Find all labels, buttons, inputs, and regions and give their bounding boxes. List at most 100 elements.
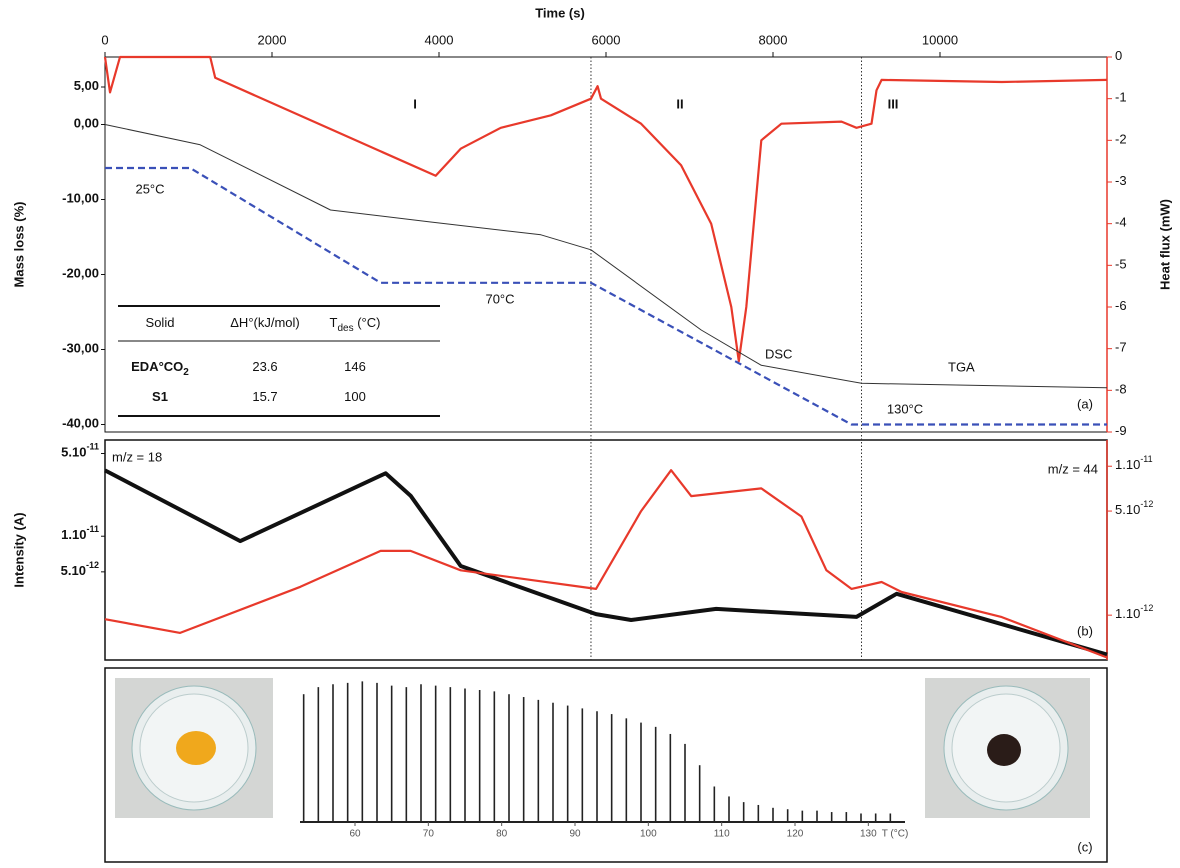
- y2-tick-label: -6: [1115, 298, 1127, 313]
- y2-tick-label-text: 1.10: [1115, 607, 1140, 622]
- y-tick-label-exponent: -11: [86, 525, 99, 535]
- table-cell-text: ΔH°(kJ/mol): [230, 315, 300, 330]
- table-cell-text: 23.6: [252, 359, 277, 374]
- x-axis-title: Time (s): [535, 5, 585, 20]
- y-axis-title: Intensity (A): [11, 512, 26, 587]
- annotation: III: [888, 96, 899, 111]
- y-tick-label-text: 5,00: [74, 78, 99, 93]
- table-cell: ΔH°(kJ/mol): [230, 315, 300, 330]
- dish-yellow: [115, 678, 273, 818]
- y-tick-label-exponent: -11: [86, 442, 99, 452]
- table-cell: EDA°CO2: [131, 359, 189, 377]
- dish-dark: [925, 678, 1090, 818]
- y2-tick-label: -9: [1115, 423, 1127, 438]
- y2-tick-label-text: -5: [1115, 257, 1127, 272]
- table-cell: 100: [344, 389, 366, 404]
- y2-tick-label: 1.10-11: [1115, 455, 1153, 473]
- y-tick-label: 5.10-11: [61, 442, 99, 460]
- y2-tick-label: 0: [1115, 48, 1122, 63]
- x-tick-label: 10000: [922, 32, 958, 47]
- table-cell-text: (°C): [354, 315, 381, 330]
- y-axis-title: Mass loss (%): [11, 202, 26, 288]
- table-cell: 23.6: [252, 359, 277, 374]
- y2-tick-label: 5.10-12: [1115, 499, 1153, 517]
- annotation: II: [676, 96, 683, 111]
- y2-tick-label-exponent: -12: [1140, 604, 1153, 614]
- series-label: m/z = 18: [112, 449, 162, 464]
- x-tick-label: 130: [860, 829, 877, 840]
- y2-tick-label-text: 1.10: [1115, 458, 1140, 473]
- y-tick-label: -10,00: [62, 191, 99, 206]
- annotation: 25°C: [135, 181, 164, 196]
- table-cell: S1: [152, 389, 168, 404]
- y2-tick-label: -7: [1115, 340, 1127, 355]
- y-tick-label: -30,00: [62, 341, 99, 356]
- y-tick-label-text: -40,00: [62, 416, 99, 431]
- y2-tick-label-text: 0: [1115, 48, 1122, 63]
- series-line: [105, 125, 1107, 388]
- y2-tick-label-text: -9: [1115, 423, 1127, 438]
- y2-tick-label-text: -7: [1115, 340, 1127, 355]
- table-cell-text: 100: [344, 389, 366, 404]
- y-tick-label-text: 0,00: [74, 116, 99, 131]
- annotation: (a): [1077, 396, 1093, 411]
- x-tick-label: 90: [569, 829, 581, 840]
- table-cell: 15.7: [252, 389, 277, 404]
- y-tick-label-text: 1.10: [61, 528, 86, 543]
- table-cell-text: des: [337, 323, 353, 334]
- x-tick-label: 4000: [425, 32, 454, 47]
- y2-tick-label: -3: [1115, 173, 1127, 188]
- series-label: m/z = 44: [1048, 461, 1098, 476]
- y2-tick-label-text: -1: [1115, 90, 1127, 105]
- y2-tick-label-text: -6: [1115, 298, 1127, 313]
- series-label: DSC: [765, 346, 792, 361]
- y2-tick-label-text: -2: [1115, 132, 1127, 147]
- x-tick-label: 2000: [258, 32, 287, 47]
- y2-tick-label: -1: [1115, 90, 1127, 105]
- table-cell: Tdes (°C): [330, 315, 381, 333]
- table-cell: Solid: [146, 315, 175, 330]
- table-cell-text: 2: [183, 367, 189, 378]
- y2-tick-label-text: -4: [1115, 215, 1127, 230]
- y2-tick-label: 1.10-12: [1115, 604, 1153, 622]
- x-tick-label: 60: [349, 829, 361, 840]
- y-tick-label: 1.10-11: [61, 525, 99, 543]
- series-label: TGA: [948, 359, 975, 374]
- y-tick-label: 5.10-12: [61, 560, 99, 578]
- y2-tick-label: -8: [1115, 382, 1127, 397]
- table-cell-text: 146: [344, 359, 366, 374]
- y2-tick-label-text: -3: [1115, 173, 1127, 188]
- y-tick-label-text: -20,00: [62, 266, 99, 281]
- table-cell-text: T: [330, 315, 338, 330]
- y-tick-label: 0,00: [74, 116, 99, 131]
- table-cell-text: EDA°CO: [131, 359, 183, 374]
- x-tick-label: 70: [423, 829, 435, 840]
- y-tick-label-text: -10,00: [62, 191, 99, 206]
- y-tick-label-text: 5.10: [61, 563, 86, 578]
- y-tick-label: 5,00: [74, 78, 99, 93]
- y2-tick-label-exponent: -11: [1140, 455, 1152, 465]
- y2-axis-title: Heat flux (mW): [1157, 199, 1172, 290]
- x-tick-label: 8000: [759, 32, 788, 47]
- table-cell-text: S1: [152, 389, 168, 404]
- panel-a-frame: [105, 57, 1107, 432]
- y2-tick-label-text: -8: [1115, 382, 1127, 397]
- annotation: (b): [1077, 623, 1093, 638]
- x-tick-label: 120: [787, 829, 804, 840]
- annotation: I: [413, 96, 417, 111]
- y-tick-label: -20,00: [62, 266, 99, 281]
- y2-tick-label: -4: [1115, 215, 1127, 230]
- y-tick-label: -40,00: [62, 416, 99, 431]
- x-tick-label: 6000: [592, 32, 621, 47]
- annotation: 130°C: [887, 401, 923, 416]
- table-cell-text: Solid: [146, 315, 175, 330]
- x-tick-label: 100: [640, 829, 657, 840]
- y-tick-label-text: 5.10: [61, 445, 86, 460]
- figure: 5,00 0,00 -10,00 -20,00 -30,00 -40,00 0 -1 -2 -3 -…: [0, 0, 1180, 868]
- y2-tick-label: -5: [1115, 257, 1127, 272]
- y2-tick-label: -2: [1115, 132, 1127, 147]
- y2-tick-label-exponent: -12: [1140, 499, 1153, 509]
- series-line: [105, 168, 1107, 425]
- annotation: 70°C: [485, 291, 514, 306]
- x-axis-title: T (°C): [882, 829, 909, 840]
